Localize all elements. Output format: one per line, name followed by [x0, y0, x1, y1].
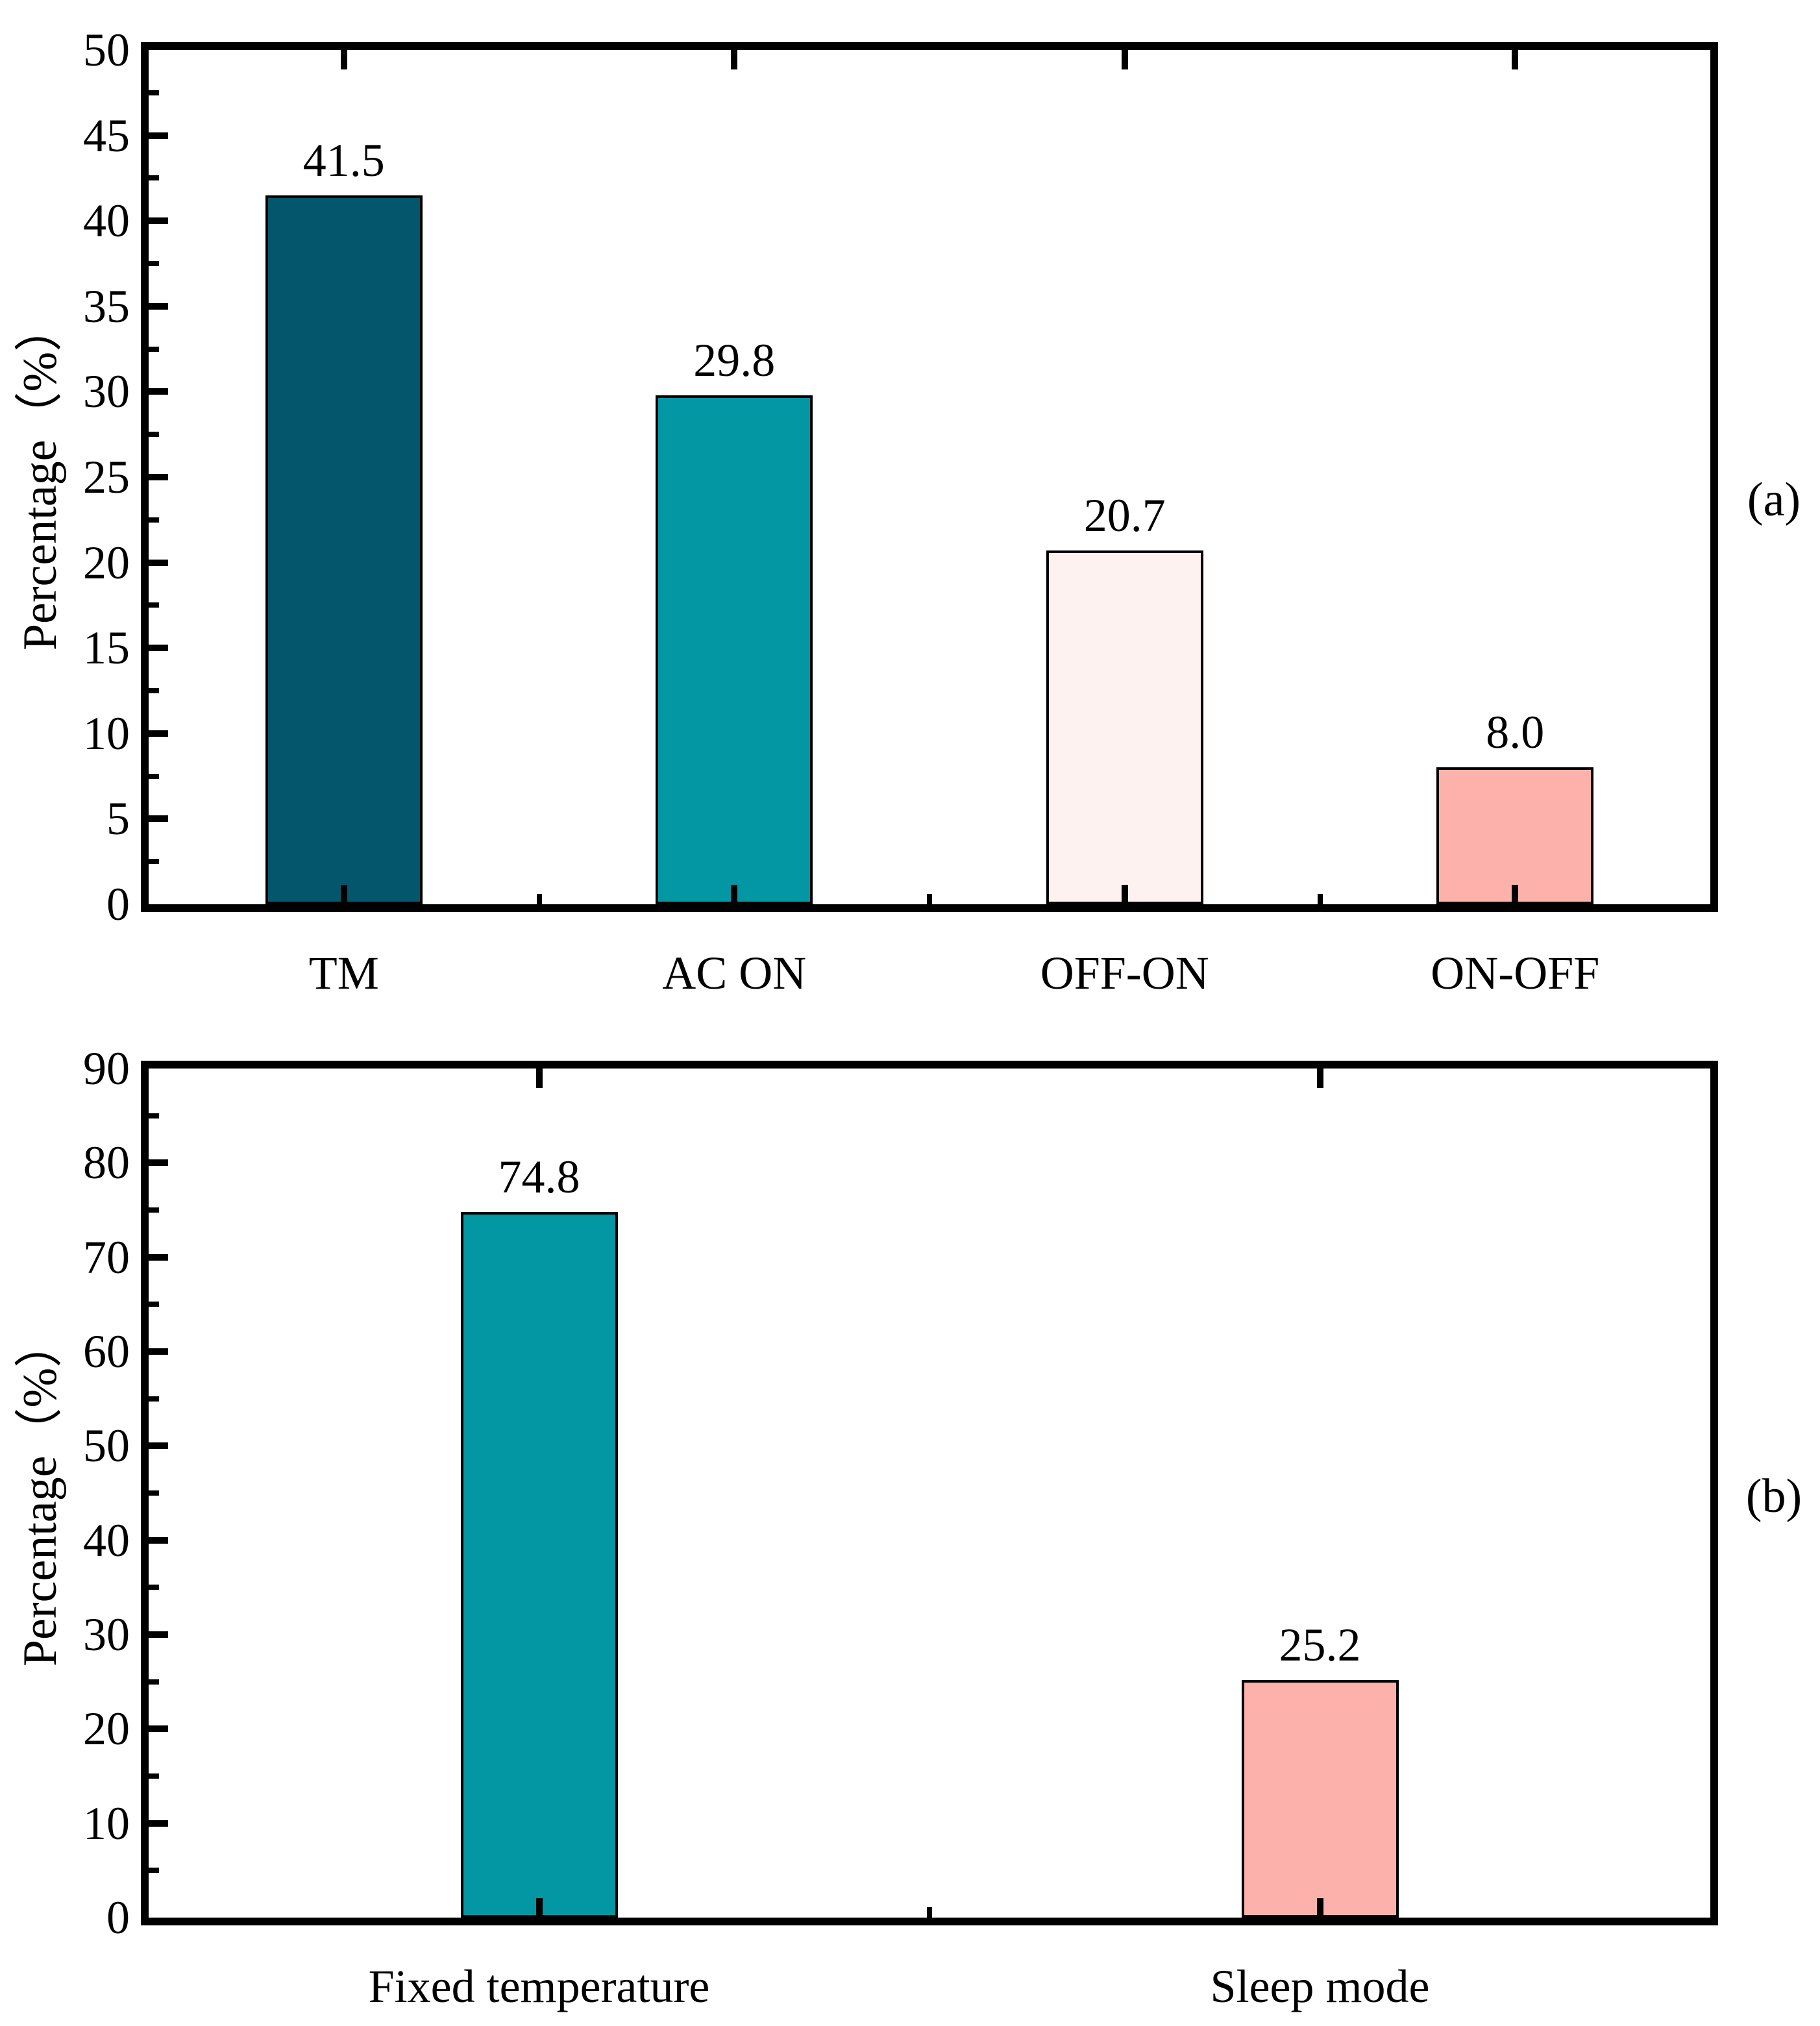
- x-major-tick: [1121, 885, 1128, 904]
- panel-label: (b): [1745, 1470, 1802, 1523]
- x-tick-label: TM: [308, 947, 379, 999]
- panel-label: (a): [1747, 473, 1801, 526]
- x-tick-label: ON-OFF: [1431, 947, 1600, 999]
- x-minor-tick: [927, 894, 932, 904]
- x-tick-label: AC ON: [662, 947, 807, 999]
- plot-area: 74.8 25.2: [141, 1061, 1718, 1925]
- bar-value-label: 20.7: [1083, 489, 1166, 542]
- y-tick-label: 50: [83, 1420, 130, 1472]
- bar: [1241, 1679, 1399, 1918]
- y-tick-label: 10: [83, 1797, 130, 1849]
- y-minor-tick: [149, 602, 159, 608]
- y-major-tick: [149, 132, 168, 139]
- bar: [265, 195, 423, 904]
- y-major-tick: [149, 730, 168, 737]
- y-minor-tick: [149, 859, 159, 865]
- y-major-tick: [149, 1537, 168, 1544]
- y-tick-label: 70: [83, 1231, 130, 1283]
- bar-value-label: 25.2: [1279, 1618, 1361, 1671]
- y-major-tick: [149, 217, 168, 225]
- y-major-tick: [149, 303, 168, 310]
- y-major-tick: [149, 474, 168, 480]
- y-minor-tick: [149, 1207, 159, 1213]
- y-major-tick: [149, 1159, 168, 1167]
- y-minor-tick: [149, 90, 159, 95]
- x-tick-label: Sleep mode: [1210, 1960, 1430, 2012]
- y-minor-tick: [149, 346, 159, 352]
- bar-value-label: 41.5: [302, 134, 385, 186]
- y-tick-label: 20: [83, 536, 130, 589]
- bar-value-label: 29.8: [693, 334, 776, 386]
- y-minor-tick: [149, 1113, 159, 1118]
- plot-area: 41.5 29.8 20.7 8.0: [141, 42, 1718, 912]
- y-minor-tick: [149, 517, 159, 523]
- x-top-tick: [340, 50, 347, 69]
- y-minor-tick: [149, 261, 159, 266]
- x-tick-label: Fixed temperature: [368, 1960, 710, 2012]
- y-tick-label: 80: [83, 1137, 130, 1189]
- y-major-tick: [149, 815, 168, 822]
- y-minor-tick: [149, 1302, 159, 1307]
- x-major-tick: [340, 885, 347, 904]
- y-minor-tick: [149, 1490, 159, 1496]
- y-tick-label: 40: [83, 1514, 130, 1566]
- y-tick-label: 10: [83, 707, 130, 760]
- bar: [1436, 767, 1594, 904]
- x-top-tick: [535, 1069, 543, 1088]
- y-tick-label: 0: [106, 1892, 130, 1944]
- y-major-tick: [149, 1631, 168, 1638]
- x-major-tick: [1512, 885, 1519, 904]
- x-minor-tick: [1317, 894, 1323, 904]
- y-minor-tick: [149, 773, 159, 779]
- y-tick-label: 20: [83, 1703, 130, 1755]
- y-tick-label: 15: [83, 622, 130, 674]
- y-major-tick: [149, 1254, 168, 1261]
- y-minor-tick: [149, 1679, 159, 1685]
- y-minor-tick: [149, 1773, 159, 1779]
- y-tick-label: 25: [83, 451, 130, 503]
- bar: [656, 395, 813, 904]
- y-minor-tick: [149, 1585, 159, 1590]
- x-major-tick: [1316, 1898, 1323, 1918]
- y-tick-label: 40: [83, 195, 130, 247]
- y-major-tick: [149, 645, 168, 652]
- y-tick-label: 50: [83, 24, 130, 76]
- x-minor-tick: [536, 894, 542, 904]
- y-major-tick: [149, 1348, 168, 1355]
- y-tick-label: 30: [83, 365, 130, 418]
- x-top-tick: [731, 50, 738, 69]
- y-minor-tick: [149, 175, 159, 181]
- y-major-tick: [149, 1442, 168, 1450]
- bar: [1046, 550, 1203, 904]
- y-tick-label: 30: [83, 1609, 130, 1661]
- y-tick-label: 5: [106, 793, 130, 845]
- y-minor-tick: [149, 1868, 159, 1873]
- x-major-tick: [731, 885, 738, 904]
- bar-value-label: 8.0: [1486, 706, 1545, 759]
- y-tick-label: 60: [83, 1326, 130, 1377]
- y-minor-tick: [149, 688, 159, 693]
- y-minor-tick: [149, 1396, 159, 1402]
- bar: [460, 1211, 618, 1918]
- x-top-tick: [1316, 1069, 1323, 1088]
- y-tick-label: 45: [83, 109, 130, 162]
- y-tick-label: 90: [83, 1043, 130, 1094]
- y-major-tick: [149, 388, 168, 395]
- y-major-tick: [149, 559, 168, 566]
- y-major-tick: [149, 1725, 168, 1733]
- x-top-tick: [1512, 50, 1519, 69]
- y-tick-label: 0: [106, 878, 130, 930]
- x-top-tick: [1121, 50, 1128, 69]
- x-tick-label: OFF-ON: [1040, 947, 1209, 999]
- y-major-tick: [149, 1820, 168, 1827]
- x-minor-tick: [927, 1907, 932, 1918]
- bar-value-label: 74.8: [498, 1150, 580, 1203]
- x-major-tick: [535, 1898, 543, 1918]
- y-tick-label: 35: [83, 280, 130, 332]
- y-minor-tick: [149, 432, 159, 438]
